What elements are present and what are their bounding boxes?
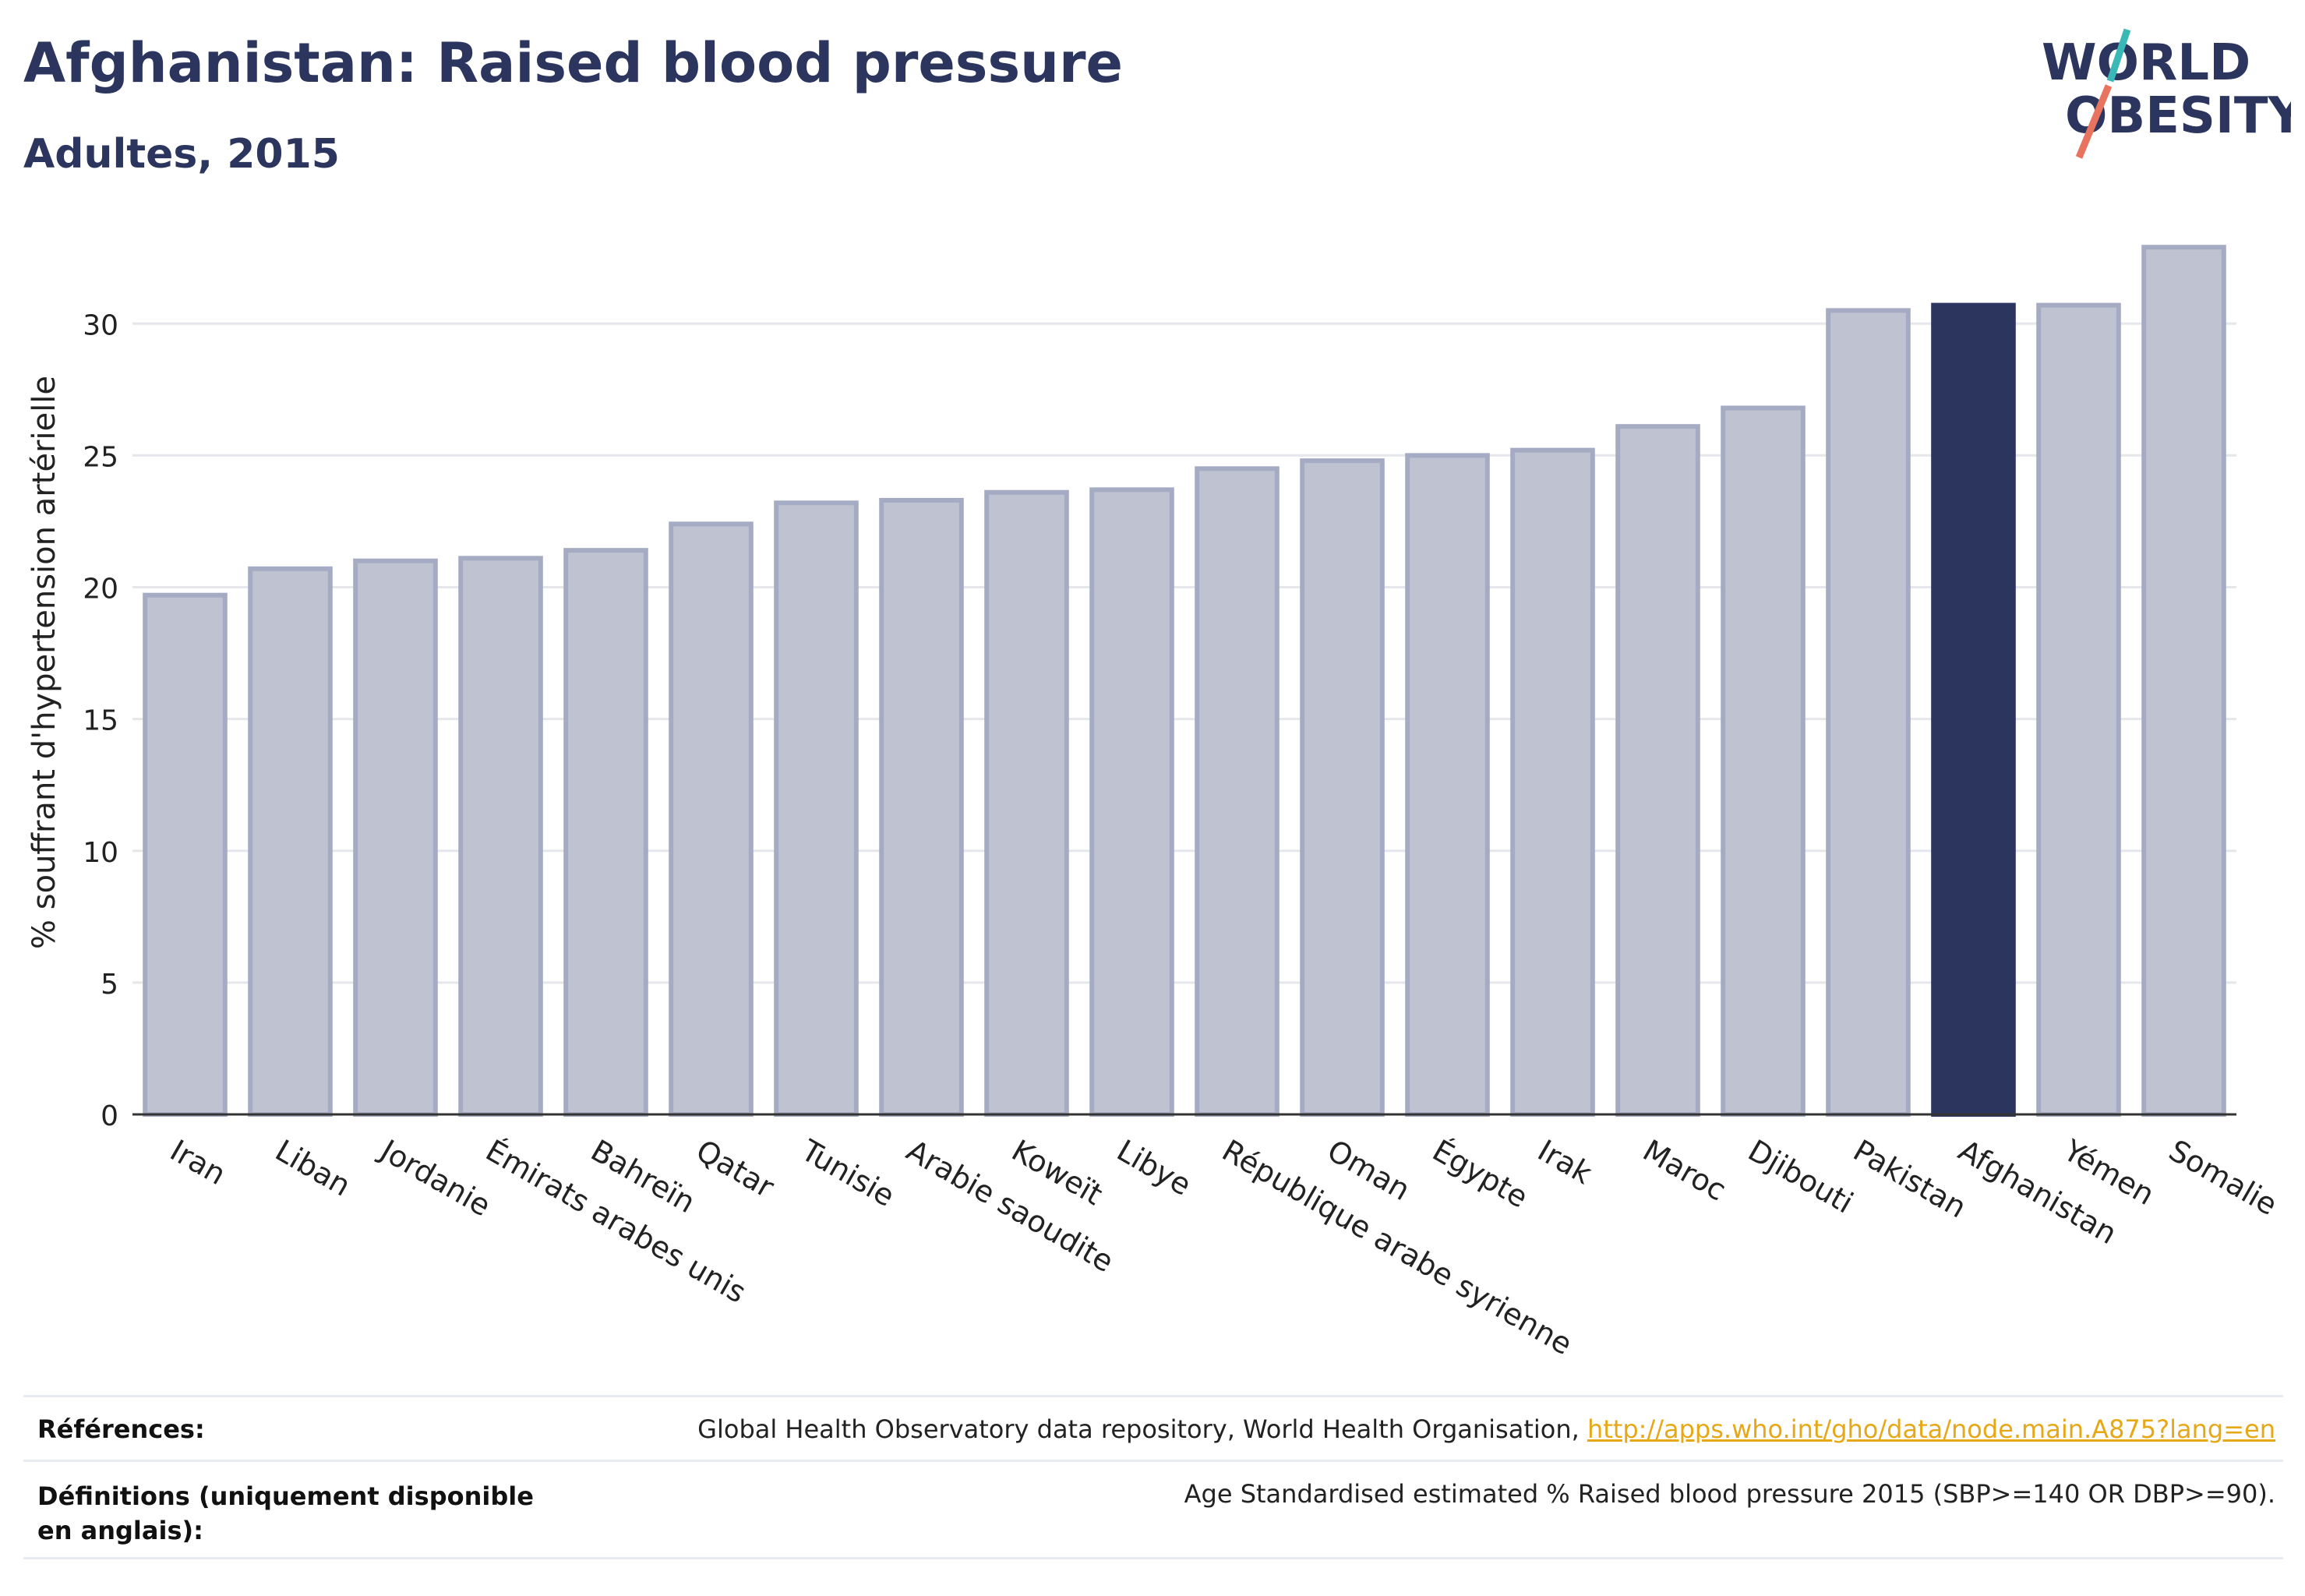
x-tick-label: Tunisie: [795, 1132, 900, 1213]
references-value: Global Health Observatory data repositor…: [697, 1414, 2275, 1444]
logo-teal-slash: [2106, 28, 2131, 83]
bar-koweït: [984, 489, 1069, 1117]
bar-république-arabe-syrienne: [1195, 466, 1280, 1117]
y-tick-label: 15: [83, 705, 118, 737]
bar-chart: % souffrant d'hypertension artérielle 0 5…: [26, 245, 2283, 1361]
bar-libye: [1089, 487, 1174, 1118]
references-row: Références: Global Health Observatory da…: [23, 1395, 2283, 1460]
y-axis-ticks: 0 5 10 15 20 25 30: [83, 309, 118, 1132]
chart-subtitle: Adultes, 2015: [23, 131, 340, 178]
x-tick-label: Pakistan: [1848, 1133, 1972, 1225]
bar-tunisie: [774, 500, 859, 1117]
references-table: Références: Global Health Observatory da…: [23, 1395, 2283, 1559]
y-tick-label: 30: [83, 309, 118, 341]
definitions-row: Définitions (uniquement disponible en an…: [23, 1460, 2283, 1559]
references-link[interactable]: http://apps.who.int/gho/data/node.main.A…: [1587, 1414, 2275, 1444]
bar-maroc: [1615, 424, 1700, 1117]
bar-somalie: [2141, 245, 2226, 1117]
y-tick-label: 5: [101, 969, 118, 1001]
x-tick-label: Somalie: [2163, 1133, 2283, 1222]
bar-afghanistan: [1931, 302, 2016, 1117]
world-obesity-logo: WORLD OBESITY: [2042, 28, 2291, 159]
y-tick-label: 25: [83, 441, 118, 473]
bar-yémen: [2036, 302, 2121, 1117]
x-tick-label: Irak: [1532, 1133, 1597, 1191]
definitions-label: Définitions (uniquement disponible en an…: [37, 1481, 534, 1545]
y-axis-label: % souffrant d'hypertension artérielle: [26, 376, 62, 949]
grid-lines: [132, 322, 2236, 984]
y-tick-label: 0: [101, 1100, 118, 1132]
logo-coral-slash: [2075, 84, 2113, 159]
bar-iran: [143, 592, 228, 1118]
bar-irak: [1510, 447, 1595, 1118]
bar-arabie-saoudite: [879, 497, 964, 1118]
bar-oman: [1300, 458, 1385, 1118]
x-tick-label: Égypte: [1427, 1133, 1534, 1215]
y-tick-label: 20: [83, 574, 118, 606]
x-tick-label: Iran: [164, 1133, 231, 1192]
bar-liban: [248, 566, 333, 1117]
definitions-value: Age Standardised estimated % Raised bloo…: [1184, 1479, 2275, 1509]
bar-djibouti: [1721, 405, 1806, 1117]
bar-qatar: [669, 521, 754, 1117]
x-tick-label: Jordanie: [373, 1132, 496, 1223]
x-tick-label: Maroc: [1637, 1133, 1732, 1208]
bar-égypte: [1405, 453, 1490, 1118]
bar-jordanie: [353, 558, 438, 1117]
bar-pakistan: [1826, 308, 1911, 1118]
x-tick-label: Qatar: [690, 1133, 780, 1205]
logo-line1: WORLD: [2042, 34, 2250, 92]
bar-émirats-arabes-unis: [458, 556, 543, 1117]
x-tick-label: Liban: [270, 1133, 356, 1203]
chart-title: Afghanistan: Raised blood pressure: [23, 31, 1123, 95]
bar-bahreïn: [563, 548, 648, 1118]
x-tick-label: Djibouti: [1742, 1133, 1859, 1220]
references-label: Références:: [37, 1414, 205, 1444]
references-text: Global Health Observatory data repositor…: [697, 1414, 1587, 1444]
y-tick-label: 10: [83, 837, 118, 869]
x-tick-label: Libye: [1111, 1133, 1197, 1202]
bars: [143, 245, 2226, 1118]
